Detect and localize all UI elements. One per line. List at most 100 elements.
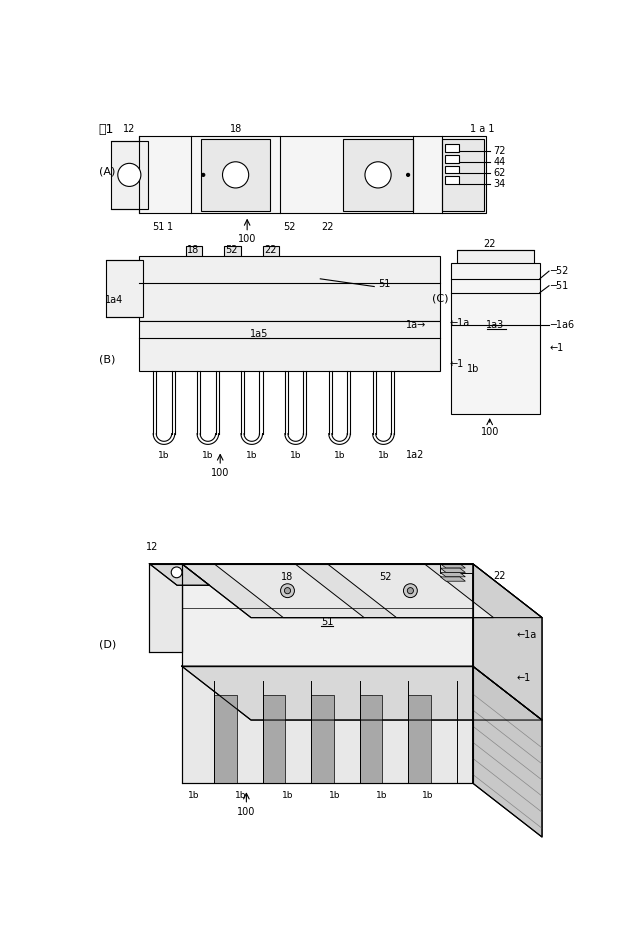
Text: 18: 18: [230, 124, 242, 134]
Polygon shape: [182, 666, 542, 720]
Text: 34: 34: [493, 179, 506, 189]
Circle shape: [403, 583, 417, 598]
Polygon shape: [149, 564, 209, 585]
Text: 1a4: 1a4: [105, 295, 123, 306]
Text: 1b: 1b: [334, 450, 346, 460]
Bar: [140, 256, 440, 321]
Circle shape: [172, 567, 182, 578]
Bar: [111, 141, 148, 209]
Text: 72: 72: [493, 146, 506, 156]
Bar: [224, 246, 241, 257]
Text: ─1a6: ─1a6: [550, 320, 574, 330]
Text: (B): (B): [99, 355, 115, 364]
Text: 22: 22: [322, 222, 334, 232]
Polygon shape: [440, 564, 465, 568]
Polygon shape: [360, 696, 382, 784]
Text: 1b: 1b: [188, 791, 200, 800]
Bar: [445, 155, 459, 162]
Text: 1a2: 1a2: [406, 450, 424, 460]
Text: ─52: ─52: [550, 266, 568, 277]
Text: ←1a: ←1a: [516, 630, 537, 640]
Bar: [201, 139, 270, 211]
Text: 51: 51: [321, 617, 333, 627]
Text: 52: 52: [225, 245, 238, 255]
Text: ←1a: ←1a: [450, 318, 470, 328]
Text: 100: 100: [481, 427, 499, 437]
Circle shape: [406, 174, 410, 177]
Text: 22: 22: [493, 571, 506, 582]
Text: 52: 52: [284, 222, 296, 232]
Text: 1a→: 1a→: [406, 320, 427, 330]
Polygon shape: [182, 564, 473, 666]
Bar: [451, 263, 540, 413]
Polygon shape: [408, 696, 431, 784]
Polygon shape: [440, 568, 465, 572]
Text: 1b: 1b: [246, 450, 257, 460]
Polygon shape: [440, 564, 473, 572]
Circle shape: [118, 163, 141, 186]
Circle shape: [202, 174, 205, 177]
Text: ─51: ─51: [550, 280, 568, 291]
Text: 51: 51: [378, 279, 390, 289]
Text: 1b: 1b: [290, 450, 301, 460]
Bar: [186, 246, 202, 257]
Text: 62: 62: [493, 168, 506, 177]
Bar: [140, 321, 440, 371]
Bar: [344, 139, 413, 211]
Text: 12: 12: [147, 542, 159, 552]
Text: (A): (A): [99, 166, 115, 176]
Polygon shape: [182, 666, 473, 784]
Text: 1a3: 1a3: [486, 320, 504, 330]
Text: ←1: ←1: [516, 673, 531, 683]
Polygon shape: [473, 564, 542, 720]
Bar: [445, 177, 459, 184]
Bar: [458, 249, 534, 265]
Text: 1b: 1b: [235, 791, 246, 800]
Text: 1 a 1: 1 a 1: [470, 124, 494, 134]
Circle shape: [365, 161, 391, 188]
Circle shape: [407, 587, 413, 594]
Text: 44: 44: [493, 157, 506, 167]
Circle shape: [223, 161, 249, 188]
Polygon shape: [214, 564, 364, 617]
Text: 1a5: 1a5: [250, 329, 268, 339]
Bar: [445, 144, 459, 152]
Text: 22: 22: [264, 245, 276, 255]
Polygon shape: [440, 572, 465, 577]
Polygon shape: [262, 696, 285, 784]
Text: 18: 18: [282, 572, 294, 582]
Text: 1b: 1b: [467, 364, 479, 374]
Text: 1b: 1b: [376, 791, 387, 800]
Text: 12: 12: [123, 124, 136, 134]
Bar: [106, 260, 143, 317]
Polygon shape: [473, 666, 542, 837]
Polygon shape: [214, 696, 237, 784]
Text: ←1: ←1: [450, 359, 464, 368]
Text: 52: 52: [380, 572, 392, 582]
Polygon shape: [311, 696, 333, 784]
Text: (C): (C): [432, 293, 449, 303]
Text: 1b: 1b: [378, 450, 389, 460]
Text: 図1: 図1: [99, 123, 114, 136]
Bar: [442, 139, 484, 211]
Text: 1b: 1b: [329, 791, 340, 800]
Text: 100: 100: [211, 468, 229, 478]
Text: 22: 22: [483, 239, 496, 249]
Text: 1: 1: [167, 222, 173, 232]
Circle shape: [284, 587, 291, 594]
Text: 1b: 1b: [158, 450, 170, 460]
Polygon shape: [149, 564, 182, 651]
Polygon shape: [327, 564, 493, 617]
Text: 1b: 1b: [422, 791, 434, 800]
Bar: [140, 136, 486, 213]
Text: 1b: 1b: [282, 791, 293, 800]
Text: 51: 51: [152, 222, 164, 232]
Polygon shape: [182, 564, 542, 617]
Polygon shape: [440, 577, 465, 582]
Text: 100: 100: [238, 234, 257, 244]
Bar: [445, 165, 459, 174]
Circle shape: [280, 583, 294, 598]
Bar: [262, 246, 280, 257]
Text: 18: 18: [187, 245, 200, 255]
Text: ←1: ←1: [550, 343, 564, 353]
